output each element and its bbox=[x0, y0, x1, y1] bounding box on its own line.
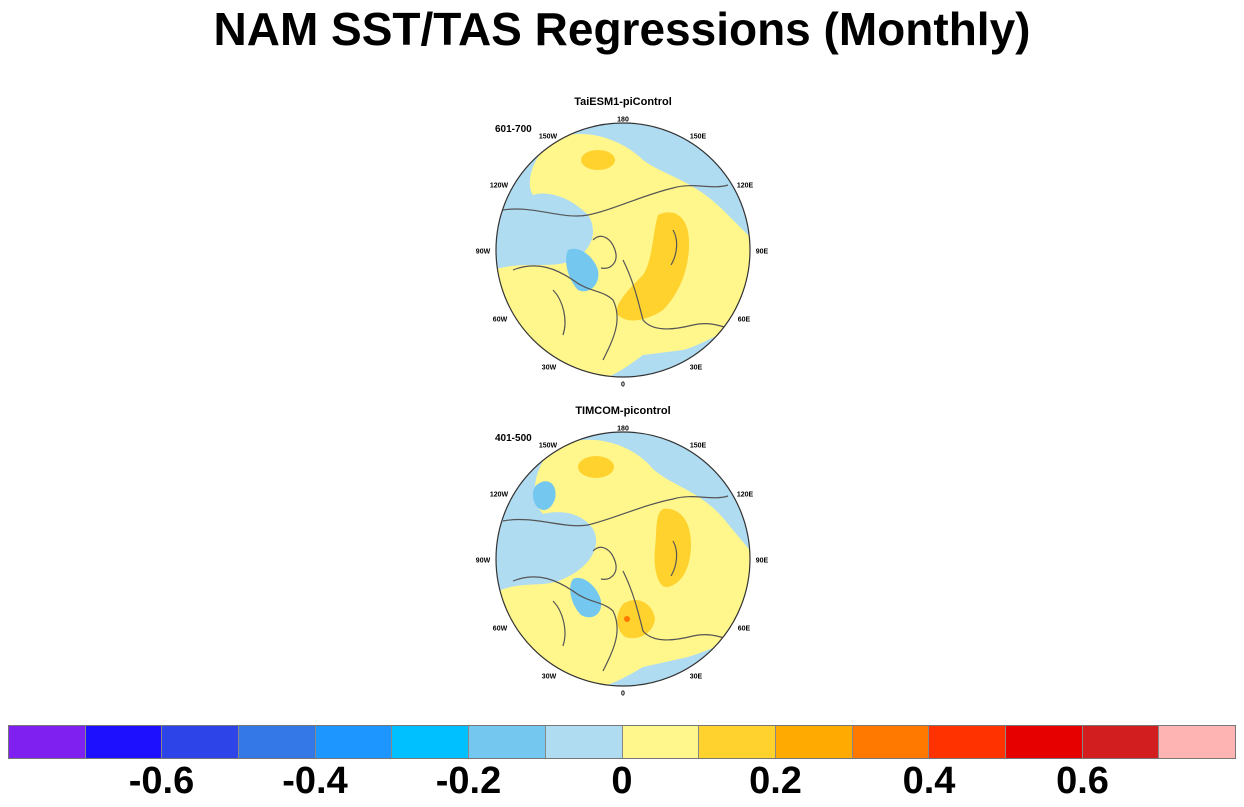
colorbar-segment bbox=[162, 726, 240, 758]
colorbar-segment bbox=[239, 726, 316, 758]
colorbar-segment bbox=[315, 726, 393, 758]
lon-label: 120E bbox=[736, 491, 754, 499]
lon-label: 30E bbox=[689, 364, 703, 372]
colorbar-tick-label: 0.2 bbox=[749, 760, 802, 802]
colorbar-tick-label: -0.6 bbox=[128, 760, 195, 802]
figure-title: NAM SST/TAS Regressions (Monthly) bbox=[213, 3, 1031, 55]
lon-label: 0 bbox=[621, 690, 625, 698]
strong-positive-area bbox=[654, 508, 691, 588]
peak-positive-area bbox=[624, 616, 630, 622]
lon-label: 120W bbox=[489, 491, 509, 499]
colorbar-segment bbox=[852, 726, 930, 758]
colorbar-segment bbox=[392, 726, 470, 758]
colorbar-segment bbox=[699, 726, 776, 758]
lon-label: 0 bbox=[621, 381, 625, 389]
colorbar-tick-label: -0.4 bbox=[282, 760, 348, 802]
lon-label: 30E bbox=[689, 673, 703, 681]
lon-label: 60W bbox=[492, 625, 508, 633]
map-boundary bbox=[495, 122, 751, 378]
colorbar-segment bbox=[1159, 726, 1235, 758]
lon-label: 30W bbox=[541, 673, 557, 681]
lon-label: 150W bbox=[538, 133, 558, 141]
lon-label: 120W bbox=[489, 182, 509, 190]
coastlines bbox=[502, 184, 744, 361]
colorbar-segment bbox=[545, 726, 623, 758]
negative-anomaly-area bbox=[525, 193, 589, 256]
lon-label: 90W bbox=[475, 248, 491, 256]
lon-label: 150W bbox=[538, 442, 558, 450]
lon-label: 150E bbox=[689, 442, 707, 450]
positive-anomaly-area bbox=[496, 439, 750, 686]
period-label-2: 401-500 bbox=[495, 433, 532, 444]
lon-label: 60W bbox=[492, 316, 508, 324]
lon-label: 90E bbox=[755, 248, 769, 256]
map-boundary bbox=[495, 431, 751, 687]
lon-label: 180 bbox=[617, 425, 629, 433]
colorbar-segment bbox=[85, 726, 163, 758]
colorbar-segment bbox=[622, 726, 700, 758]
colorbar-segment bbox=[775, 726, 853, 758]
panel-title-1: TaiESM1-piControl bbox=[574, 96, 672, 108]
period-label-1: 601-700 bbox=[495, 124, 532, 135]
colorbar-tick-label: -0.2 bbox=[435, 760, 502, 802]
colorbar bbox=[8, 725, 1236, 759]
negative-anomaly-area bbox=[570, 577, 602, 618]
negative-anomaly-area bbox=[532, 481, 556, 511]
lon-label: 150E bbox=[689, 133, 707, 141]
colorbar-tick-label: 0.4 bbox=[902, 760, 956, 802]
colorbar-tick-label: 0.6 bbox=[1056, 760, 1109, 802]
colorbar-segment bbox=[469, 726, 546, 758]
lon-label: 60E bbox=[737, 625, 751, 633]
polar-map-1 bbox=[495, 122, 751, 378]
strong-positive-area bbox=[578, 456, 614, 478]
lon-label: 30W bbox=[541, 364, 557, 372]
coastlines bbox=[502, 495, 744, 672]
lon-label: 60E bbox=[737, 316, 751, 324]
colorbar-segment bbox=[929, 726, 1006, 758]
colorbar-segment bbox=[9, 726, 86, 758]
lon-label: 90W bbox=[475, 557, 491, 565]
lon-label: 180 bbox=[617, 116, 629, 124]
lon-label: 120E bbox=[736, 182, 754, 190]
colorbar-segment bbox=[1082, 726, 1160, 758]
colorbar-segment bbox=[1005, 726, 1083, 758]
positive-anomaly-area bbox=[496, 133, 750, 377]
strong-positive-area bbox=[617, 212, 690, 321]
panel-title-2: TIMCOM-picontrol bbox=[575, 405, 671, 417]
colorbar-tick-label: 0 bbox=[611, 760, 633, 802]
strong-positive-area bbox=[581, 150, 615, 170]
lon-label: 90E bbox=[755, 557, 769, 565]
strong-positive-area bbox=[617, 599, 655, 639]
polar-map-2 bbox=[495, 431, 751, 687]
